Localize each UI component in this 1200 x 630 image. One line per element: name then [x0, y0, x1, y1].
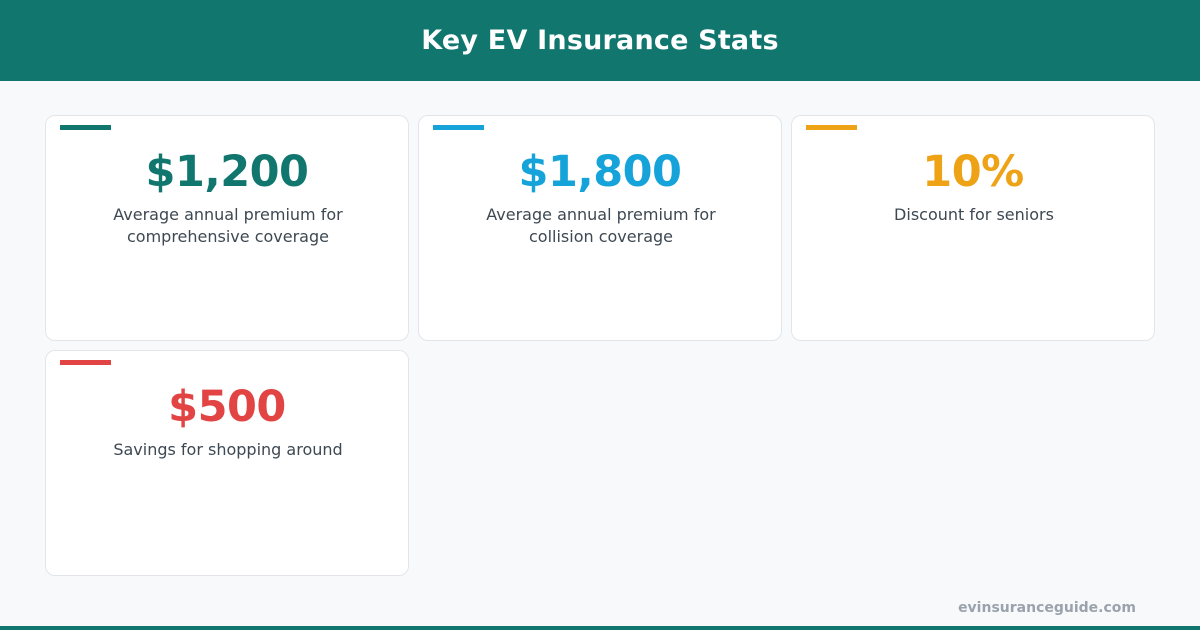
- stat-value: $500: [168, 382, 286, 432]
- stat-card-comprehensive: $1,200 Average annual premium for compre…: [45, 115, 409, 341]
- stat-description: Average annual premium for comprehensive…: [113, 205, 343, 246]
- stat-description: Discount for seniors: [894, 205, 1054, 224]
- site-url: evinsuranceguide.com: [958, 600, 1136, 616]
- card-accent-bar: [60, 360, 111, 365]
- page-title: Key EV Insurance Stats: [421, 25, 779, 56]
- stat-value: $1,200: [145, 147, 309, 197]
- card-accent-bar: [806, 125, 857, 130]
- card-accent-bar: [433, 125, 484, 130]
- header-banner: Key EV Insurance Stats: [0, 0, 1200, 81]
- stat-value: 10%: [922, 147, 1024, 197]
- stat-card-seniors: 10% Discount for seniors: [791, 115, 1155, 341]
- stat-card-collision: $1,800 Average annual premium for collis…: [418, 115, 782, 341]
- card-accent-bar: [60, 125, 111, 130]
- stat-description: Average annual premium for collision cov…: [486, 205, 716, 246]
- bottom-bar: [0, 626, 1200, 630]
- stat-description: Savings for shopping around: [113, 440, 343, 459]
- stat-value: $1,800: [518, 147, 682, 197]
- stat-card-savings: $500 Savings for shopping around: [45, 350, 409, 576]
